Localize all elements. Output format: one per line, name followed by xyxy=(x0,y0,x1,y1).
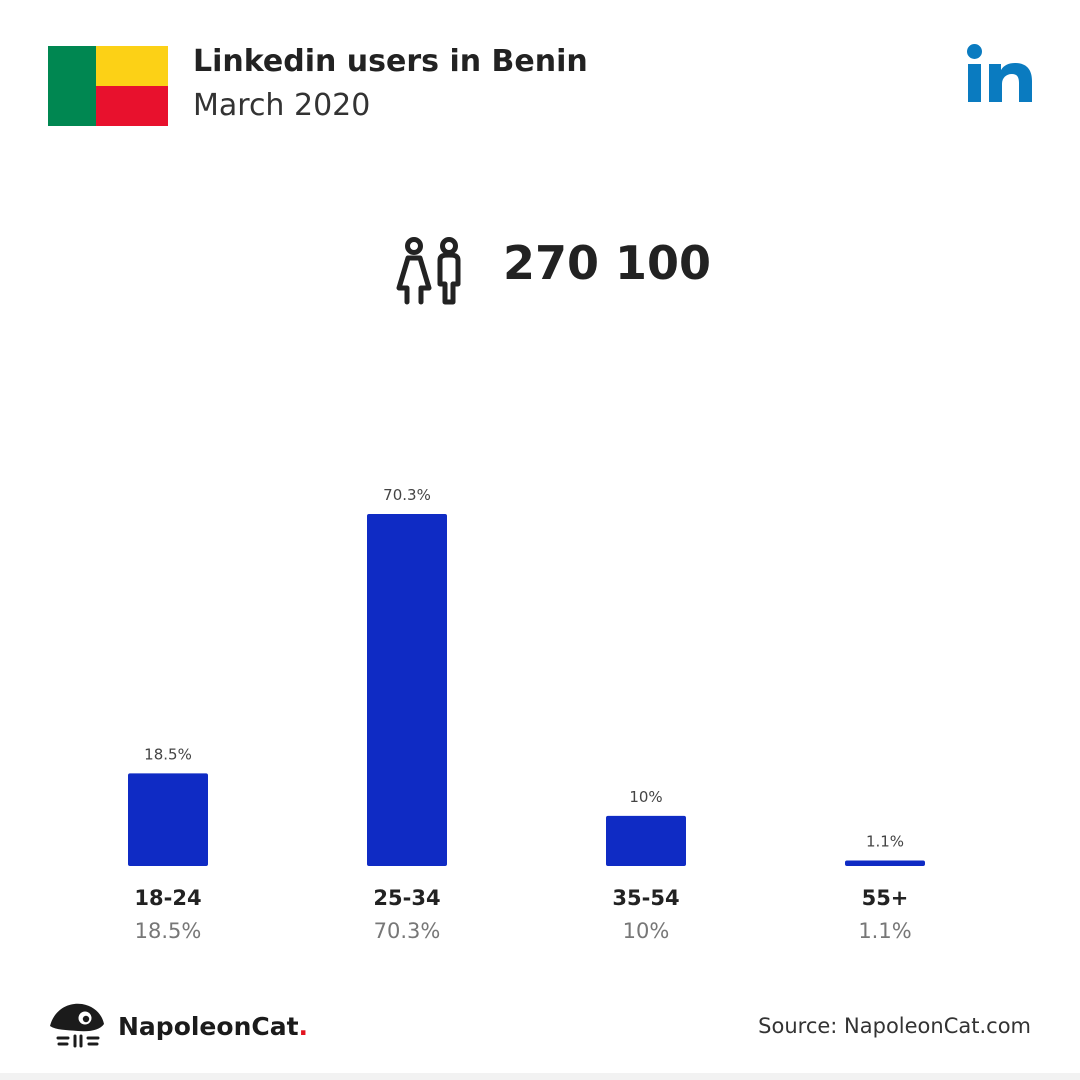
source-credit: Source: NapoleonCat.com xyxy=(758,1014,1031,1038)
category-percent: 18.5% xyxy=(135,919,202,943)
category-percent: 10% xyxy=(623,919,670,943)
page-subtitle: March 2020 xyxy=(193,88,371,123)
category-percent: 1.1% xyxy=(858,919,911,943)
brand-dot: . xyxy=(298,1012,309,1041)
flag-red-stripe xyxy=(96,86,168,126)
bar-18-24 xyxy=(128,773,208,866)
category-label: 25-34 xyxy=(373,886,440,910)
bar-55+ xyxy=(845,860,925,866)
benin-flag-icon xyxy=(48,46,168,126)
category-percent: 70.3% xyxy=(374,919,441,943)
linkedin-icon xyxy=(967,44,1032,102)
brand-name: NapoleonCat. xyxy=(118,1012,308,1041)
napoleoncat-logo-icon xyxy=(50,1003,104,1048)
brand-name-text: NapoleonCat xyxy=(118,1012,299,1041)
footer-band xyxy=(0,1073,1080,1080)
users-icon xyxy=(396,237,461,305)
category-label: 35-54 xyxy=(612,886,679,910)
flag-green-stripe xyxy=(48,46,96,126)
category-label: 55+ xyxy=(862,886,909,910)
bar-value-label: 70.3% xyxy=(383,486,431,504)
bar-value-label: 1.1% xyxy=(866,832,904,850)
category-label: 18-24 xyxy=(134,886,201,910)
bar-25-34 xyxy=(367,514,447,866)
bar-value-label: 18.5% xyxy=(144,745,192,763)
total-users-value: 270 100 xyxy=(503,236,712,290)
bar-value-label: 10% xyxy=(629,788,662,806)
bar-35-54 xyxy=(606,815,686,866)
flag-yellow-stripe xyxy=(96,46,168,86)
page-title: Linkedin users in Benin xyxy=(193,44,588,79)
